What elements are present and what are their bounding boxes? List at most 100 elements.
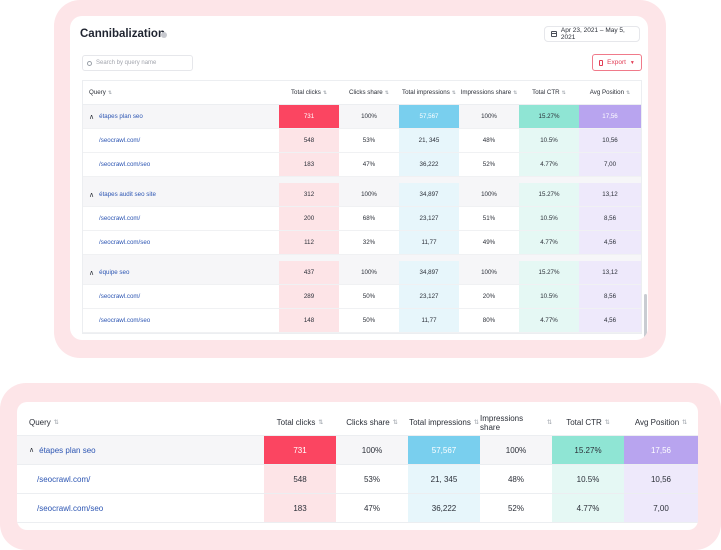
- url-link[interactable]: /seocrawl.com/: [83, 285, 279, 309]
- metric-cell: 21, 345: [399, 129, 459, 153]
- query-cell[interactable]: ∧ étapes plan seo: [17, 436, 264, 465]
- sort-icon: ⇅: [561, 89, 566, 96]
- date-range-picker[interactable]: Apr 23, 2021 – May 5, 2021: [544, 26, 640, 42]
- metric-cell: 4.77%: [519, 309, 579, 333]
- metric-cell: 548: [279, 129, 339, 153]
- metric-cell: 50%: [339, 285, 399, 309]
- zoomed-table-panel: Query ⇅ Total clicks ⇅ Clicks share ⇅ Total im…: [17, 402, 698, 530]
- metric-cell: 10,56: [624, 465, 698, 494]
- sort-icon: ⇅: [318, 420, 324, 426]
- scrollbar[interactable]: [644, 294, 647, 338]
- sort-icon: ⇅: [604, 420, 610, 426]
- metric-cell: 100%: [339, 105, 399, 129]
- table-header: Query ⇅ Total clicks ⇅ Clicks share ⇅ Total im…: [83, 81, 641, 105]
- query-cell[interactable]: ∧ étapes audit seo site: [83, 183, 279, 207]
- column-header-clicks-share[interactable]: Clicks share ⇅: [336, 418, 408, 427]
- sort-icon: ⇅: [473, 420, 479, 426]
- column-header-total-ctr[interactable]: Total CTR ⇅: [519, 89, 579, 96]
- group-separator: [83, 255, 641, 261]
- query-label: équipe seo: [99, 269, 130, 276]
- column-header-label: Avg Position: [634, 418, 680, 427]
- metric-cell: 53%: [339, 129, 399, 153]
- column-header-avg-position[interactable]: Avg Position ⇅: [579, 89, 641, 96]
- query-label: étapes audit seo site: [99, 191, 156, 198]
- export-label: Export: [607, 59, 626, 66]
- url-link[interactable]: /seocrawl.com/seo: [83, 231, 279, 255]
- export-button[interactable]: Export ▼: [592, 54, 642, 71]
- chevron-up-icon[interactable]: ∧: [89, 269, 95, 277]
- column-header-total-clicks[interactable]: Total clicks ⇅: [279, 89, 339, 96]
- column-header-total-clicks[interactable]: Total clicks ⇅: [264, 418, 336, 427]
- column-header-total-ctr[interactable]: Total CTR ⇅: [552, 418, 624, 427]
- column-header-label: Query: [89, 89, 106, 96]
- url-row[interactable]: /seocrawl.com/200 68% 23,127 51% 10.5% 8,56: [83, 207, 641, 231]
- sort-icon: ⇅: [322, 89, 328, 96]
- url-link[interactable]: /seocrawl.com/: [83, 129, 279, 153]
- column-header-label: Avg Position: [589, 89, 625, 96]
- sort-icon: ⇅: [107, 89, 113, 96]
- chevron-up-icon[interactable]: ∧: [89, 113, 95, 121]
- url-row[interactable]: /seocrawl.com/548 53% 21, 345 48% 10.5% 10,56: [17, 465, 698, 494]
- info-icon[interactable]: [161, 32, 167, 38]
- metric-cell: 49%: [459, 231, 519, 255]
- column-header-label: Total impressions: [401, 89, 450, 96]
- url-link[interactable]: /seocrawl.com/seo: [83, 153, 279, 177]
- url-row[interactable]: /seocrawl.com/seo 183 47% 36,222 52% 4.77% 7,0…: [83, 153, 641, 177]
- search-placeholder: Search by query name: [96, 60, 157, 66]
- metric-cell: 32%: [339, 231, 399, 255]
- url-link[interactable]: /seocrawl.com/: [17, 465, 264, 494]
- url-link[interactable]: /seocrawl.com/: [83, 207, 279, 231]
- url-row[interactable]: /seocrawl.com/289 50% 23,127 20% 10.5% 8,56: [83, 285, 641, 309]
- metric-cell: 13,12: [579, 261, 641, 285]
- url-row[interactable]: /seocrawl.com/548 53% 21, 345 48% 10.5% 10,56: [83, 129, 641, 153]
- chevron-up-icon[interactable]: ∧: [29, 447, 35, 454]
- sort-icon: ⇅: [546, 420, 552, 426]
- metric-cell: 100%: [459, 105, 519, 129]
- metric-cell: 183: [279, 153, 339, 177]
- column-header-impressions-share[interactable]: Impressions share ⇅: [459, 89, 519, 96]
- column-header-query[interactable]: Query ⇅: [83, 89, 279, 96]
- metric-cell: 50%: [339, 309, 399, 333]
- column-header-avg-position[interactable]: Avg Position ⇅: [624, 418, 698, 427]
- url-link[interactable]: /seocrawl.com/seo: [83, 309, 279, 333]
- column-header-impressions-share[interactable]: Impressions share ⇅: [480, 414, 552, 432]
- column-header-total-impressions[interactable]: Total impressions ⇅: [408, 418, 480, 427]
- url-link[interactable]: /seocrawl.com/seo: [17, 494, 264, 523]
- metric-cell: 21, 345: [408, 465, 480, 494]
- metric-cell: 100%: [336, 436, 408, 465]
- metric-cell: 548: [264, 465, 336, 494]
- metric-cell: 4,56: [579, 231, 641, 255]
- metric-cell: 57,567: [408, 436, 480, 465]
- column-header-label: Total impressions: [409, 418, 471, 427]
- metric-cell: 100%: [339, 183, 399, 207]
- query-group-row[interactable]: ∧ étapes plan seo 731 100% 57,567 100% 15.27% 1…: [17, 436, 698, 465]
- metric-cell: 8,56: [579, 207, 641, 231]
- metric-cell: 15.27%: [552, 436, 624, 465]
- metric-cell: 8,56: [579, 285, 641, 309]
- url-row[interactable]: /seocrawl.com/seo 112 32% 11,77 49% 4.77% 4,56: [83, 231, 641, 255]
- query-group-row[interactable]: ∧ étapes plan seo 731 100% 57,567 100% 15.27% 1…: [83, 105, 641, 129]
- metric-cell: 100%: [459, 183, 519, 207]
- chevron-up-icon[interactable]: ∧: [89, 191, 95, 199]
- metric-cell: 289: [279, 285, 339, 309]
- query-cell[interactable]: ∧ équipe seo: [83, 261, 279, 285]
- query-cell[interactable]: ∧ étapes plan seo: [83, 105, 279, 129]
- url-row[interactable]: /seocrawl.com/seo 183 47% 36,222 52% 4.77% 7,0…: [17, 494, 698, 523]
- metric-cell: 36,222: [408, 494, 480, 523]
- metric-cell: 15.27%: [519, 105, 579, 129]
- metric-cell: 17,56: [579, 105, 641, 129]
- url-row[interactable]: /seocrawl.com/seo 148 50% 11,77 80% 4.77% 4,56: [83, 309, 641, 333]
- column-header-query[interactable]: Query ⇅: [17, 418, 264, 427]
- metric-cell: 10.5%: [519, 129, 579, 153]
- search-input[interactable]: Search by query name: [82, 55, 193, 71]
- query-group-row[interactable]: ∧ équipe seo 437 100% 34,897 100% 15.27% 13,12: [83, 261, 641, 285]
- metric-cell: 17,56: [624, 436, 698, 465]
- metric-cell: 100%: [459, 261, 519, 285]
- query-group-row[interactable]: ∧ étapes audit seo site 312 100% 34,897 100% 1…: [83, 183, 641, 207]
- column-header-clicks-share[interactable]: Clicks share ⇅: [339, 89, 399, 96]
- metric-cell: 100%: [339, 261, 399, 285]
- metric-cell: 200: [279, 207, 339, 231]
- column-header-total-impressions[interactable]: Total impressions ⇅: [399, 89, 459, 96]
- search-icon: [87, 60, 92, 66]
- sort-icon: ⇅: [682, 420, 688, 426]
